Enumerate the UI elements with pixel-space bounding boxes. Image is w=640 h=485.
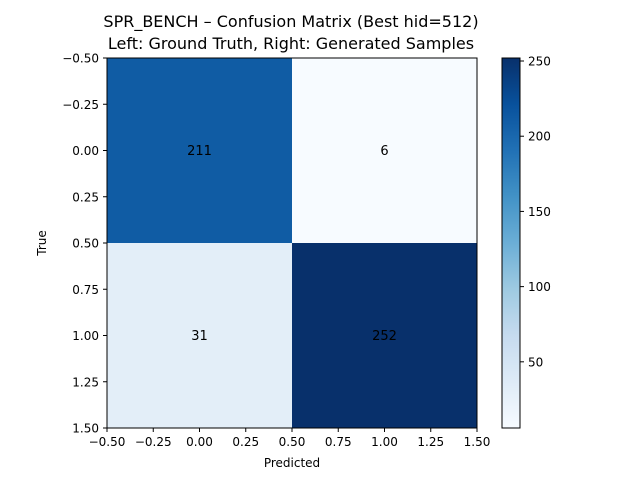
- x-tick-label: −0.25: [135, 435, 172, 449]
- x-axis-ticks: −0.50 −0.25 0.00 0.25 0.50 0.75 1.00 1.25 1.50: [89, 428, 491, 449]
- x-tick-label: 1.00: [371, 435, 398, 449]
- cell-value-label: 6: [380, 144, 388, 159]
- x-tick-label: 0.25: [232, 435, 259, 449]
- y-tick-label: 1.00: [72, 329, 99, 343]
- x-tick-label: 0.00: [186, 435, 213, 449]
- x-tick-label: −0.50: [89, 435, 126, 449]
- cell-value-label: 31: [191, 329, 208, 344]
- heatmap-cells: [107, 58, 477, 428]
- chart-subtitle: Left: Ground Truth, Right: Generated Sam…: [108, 34, 474, 53]
- y-tick-label: 1.50: [72, 422, 99, 436]
- heatmap-cell: [107, 58, 292, 243]
- y-tick-label: 0.75: [72, 283, 99, 297]
- heatmap-cell-labels: 211 6 31 252: [187, 144, 397, 344]
- colorbar-ticks: 50 100 150 200 250: [520, 55, 551, 369]
- y-tick-label: −0.50: [62, 52, 99, 66]
- colorbar-tick-label: 50: [528, 355, 543, 369]
- chart-title: SPR_BENCH – Confusion Matrix (Best hid=5…: [103, 12, 478, 32]
- colorbar-tick-label: 100: [528, 280, 551, 294]
- x-axis-label: Predicted: [264, 456, 320, 470]
- y-tick-label: 1.25: [72, 375, 99, 389]
- y-tick-label: 0.25: [72, 190, 99, 204]
- colorbar-tick-label: 200: [528, 130, 551, 144]
- heatmap-cell: [292, 243, 477, 428]
- cell-value-label: 211: [187, 144, 212, 159]
- y-axis-ticks: −0.50 −0.25 0.00 0.25 0.50 0.75 1.00 1.25 1.50: [62, 52, 107, 436]
- x-tick-label: 1.25: [417, 435, 444, 449]
- x-tick-label: 0.50: [279, 435, 306, 449]
- y-tick-label: 0.50: [72, 237, 99, 251]
- cell-value-label: 252: [372, 329, 397, 344]
- heatmap-cell: [107, 243, 292, 428]
- colorbar-tick-label: 250: [528, 55, 551, 69]
- x-tick-label: 1.50: [464, 435, 491, 449]
- x-tick-label: 0.75: [325, 435, 352, 449]
- y-tick-label: 0.00: [72, 144, 99, 158]
- y-tick-label: −0.25: [62, 98, 99, 112]
- y-axis-label: True: [35, 230, 49, 257]
- heatmap-cell: [292, 58, 477, 243]
- colorbar: [501, 57, 521, 429]
- colorbar-tick-label: 150: [528, 205, 551, 219]
